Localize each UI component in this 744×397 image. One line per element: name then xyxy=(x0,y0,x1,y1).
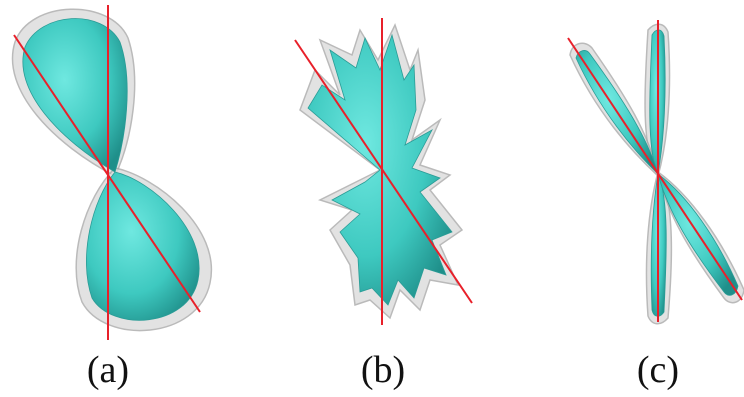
panel-label: (a) xyxy=(87,349,129,391)
panel-label: (c) xyxy=(637,349,679,391)
glyph-c xyxy=(568,20,744,324)
glyph-b xyxy=(295,18,472,325)
figure: (a) (b) (c) xyxy=(0,0,744,397)
glyph-a xyxy=(13,5,212,340)
panel-label: (b) xyxy=(361,349,405,391)
